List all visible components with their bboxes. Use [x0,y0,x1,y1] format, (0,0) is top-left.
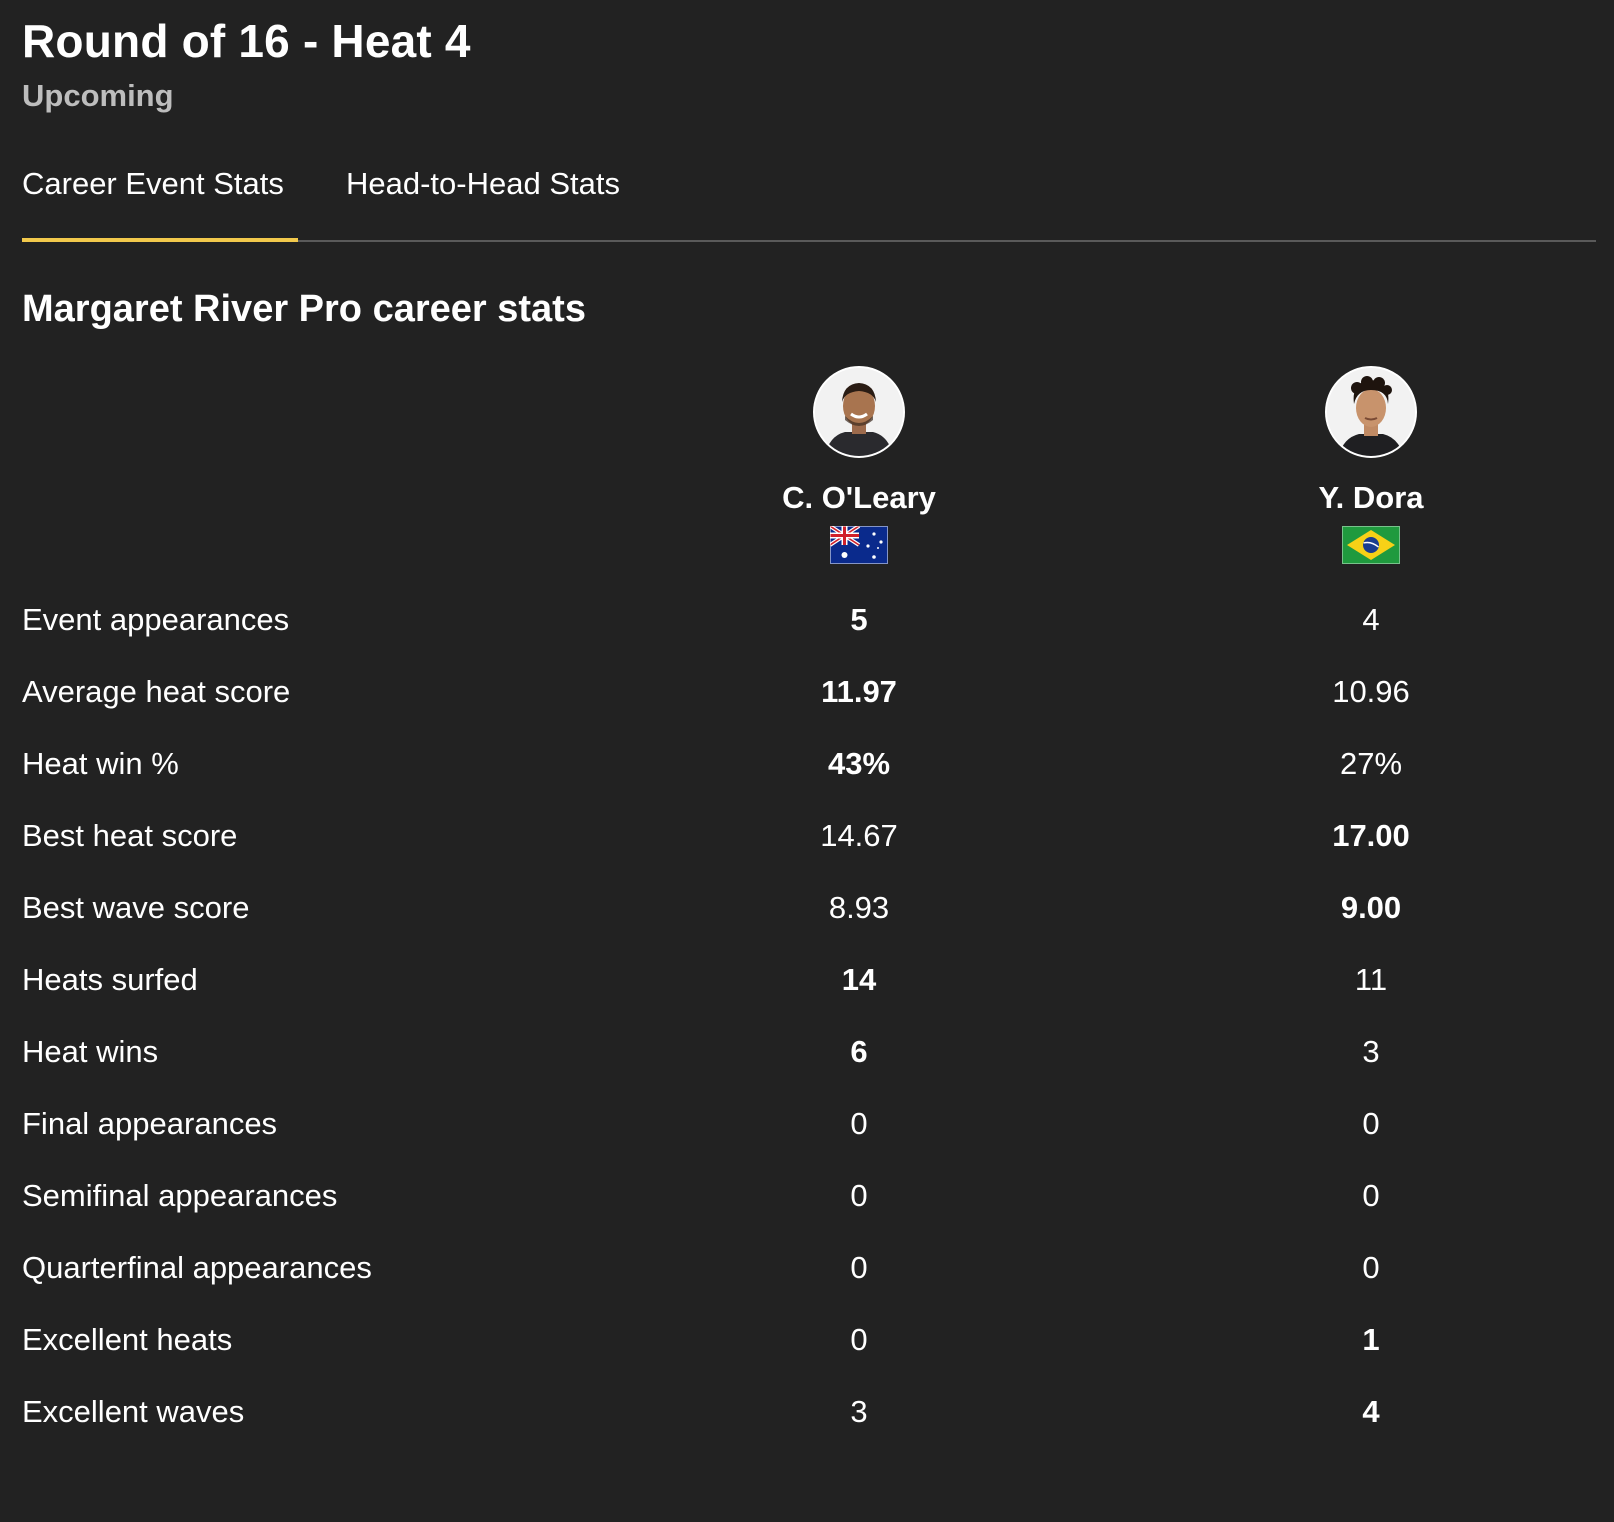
avatar[interactable] [813,366,905,458]
stat-value-surfer-2: 17.00 [1332,818,1410,853]
stat-label: Semifinal appearances [22,1178,338,1213]
heat-status: Upcoming [22,78,174,113]
stat-value-surfer-2: 0 [1362,1178,1380,1213]
table-row: Best heat score 14.67 17.00 [22,804,1596,876]
stat-value-surfer-2: 27% [1339,746,1403,781]
stat-label: Best wave score [22,890,250,925]
stat-value-surfer-1: 0 [850,1250,868,1285]
stat-value-surfer-2: 11 [1354,962,1388,997]
stat-value-surfer-2: 4 [1362,1394,1380,1429]
table-row: Heat win % 43% 27% [22,732,1596,804]
surfer-name: Y. Dora [1318,480,1424,515]
active-tab-indicator [22,238,298,242]
table-row: Average heat score 11.97 10.96 [22,660,1596,732]
stat-value-surfer-2: 0 [1362,1250,1380,1285]
table-row: Semifinal appearances 0 0 [22,1164,1596,1236]
table-row: Final appearances 0 0 [22,1092,1596,1164]
stat-value-surfer-1: 14.67 [820,818,898,853]
stat-value-surfer-1: 14 [841,962,877,997]
brazil-flag-icon [1342,526,1400,564]
stat-label: Final appearances [22,1106,278,1141]
stat-label: Event appearances [22,602,290,637]
section-title: Margaret River Pro career stats [22,288,586,330]
stat-value-surfer-1: 0 [850,1106,868,1141]
heat-title: Round of 16 - Heat 4 [22,15,471,67]
surfer-portrait-icon [815,368,903,456]
table-row: Heats surfed 14 11 [22,948,1596,1020]
table-row: Excellent heats 0 1 [22,1308,1596,1380]
stat-value-surfer-2: 4 [1362,602,1380,637]
surfer-name: C. O'Leary [782,480,936,515]
surfer-portrait-icon [1327,368,1415,456]
tab-career-event-stats[interactable]: Career Event Stats [22,166,284,201]
stats-table: Event appearances 5 4 Average heat score 11.… [22,588,1596,1452]
tab-head-to-head-stats[interactable]: Head-to-Head Stats [346,166,620,201]
table-row: Quarterfinal appearances 0 0 [22,1236,1596,1308]
stat-value-surfer-1: 3 [850,1394,868,1429]
stat-label: Excellent heats [22,1322,233,1357]
table-row: Event appearances 5 4 [22,588,1596,660]
stat-value-surfer-2: 10.96 [1332,674,1410,709]
stat-value-surfer-1: 5 [850,602,868,637]
stat-value-surfer-1: 6 [850,1034,868,1069]
stat-value-surfer-1: 0 [850,1178,868,1213]
stat-label: Best heat score [22,818,238,853]
stat-label: Heat win % [22,746,179,781]
stat-value-surfer-1: 8.93 [828,890,890,925]
stat-value-surfer-2: 9.00 [1340,890,1402,925]
stat-label: Quarterfinal appearances [22,1250,372,1285]
table-row: Heat wins 6 3 [22,1020,1596,1092]
avatar[interactable] [1325,366,1417,458]
stat-label: Heat wins [22,1034,159,1069]
stat-label: Average heat score [22,674,291,709]
table-row: Excellent waves 3 4 [22,1380,1596,1452]
stats-tabs: Career Event Stats Head-to-Head Stats [22,150,1596,242]
stat-value-surfer-1: 0 [850,1322,868,1357]
surfer-column-2: Y. Dora [1251,366,1491,564]
stat-value-surfer-2: 1 [1362,1322,1380,1357]
stat-value-surfer-1: 43% [827,746,891,781]
table-row: Best wave score 8.93 9.00 [22,876,1596,948]
stat-value-surfer-1: 11.97 [821,674,897,709]
stat-label: Heats surfed [22,962,198,997]
surfer-column-1: C. O'Leary [739,366,979,564]
australia-flag-icon [830,526,888,564]
stat-label: Excellent waves [22,1394,245,1429]
stat-value-surfer-2: 3 [1362,1034,1380,1069]
heat-stats-page: Round of 16 - Heat 4 Upcoming Career Eve… [22,0,1596,1522]
stat-value-surfer-2: 0 [1362,1106,1380,1141]
